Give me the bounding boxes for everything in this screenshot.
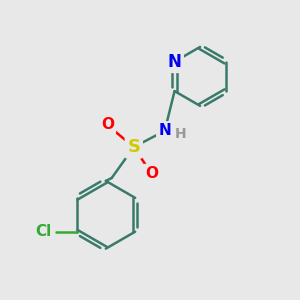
Text: Cl: Cl bbox=[35, 224, 52, 239]
Text: H: H bbox=[175, 127, 187, 141]
Text: N: N bbox=[168, 53, 182, 71]
Text: O: O bbox=[101, 118, 114, 133]
Text: S: S bbox=[127, 138, 140, 156]
Text: N: N bbox=[158, 123, 171, 138]
Text: O: O bbox=[145, 166, 158, 181]
